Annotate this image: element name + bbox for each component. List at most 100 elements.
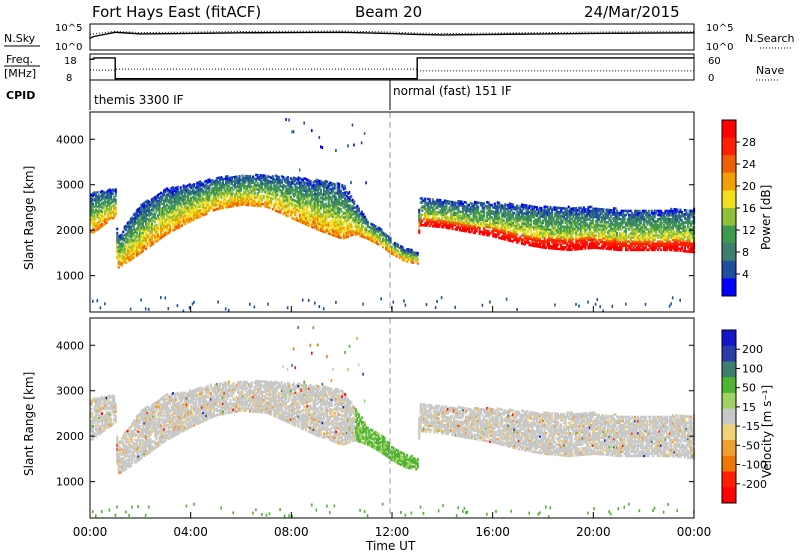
range-gate-cell <box>548 222 551 225</box>
range-gate-cell <box>534 220 537 223</box>
range-gate-cell <box>350 230 353 233</box>
range-gate-cell <box>471 222 474 226</box>
range-gate-cell <box>221 184 225 187</box>
range-gate-cell <box>212 194 215 198</box>
range-gate-cell <box>329 208 332 211</box>
range-gate-cell <box>369 236 373 240</box>
range-gate-cell <box>212 188 215 192</box>
range-gate-cell <box>303 210 306 213</box>
range-gate-cell <box>194 211 197 214</box>
range-gate-cell <box>552 245 555 248</box>
range-gate-cell <box>156 193 160 197</box>
range-gate-cell <box>534 212 537 215</box>
range-gate-cell <box>567 222 570 225</box>
range-gate-cell <box>366 237 369 240</box>
range-gate-cell <box>424 203 427 207</box>
range-gate-cell <box>320 227 323 230</box>
range-gate-cell <box>303 201 306 205</box>
range-gate-cell <box>554 222 557 226</box>
range-gate-cell <box>229 178 232 182</box>
range-gate-cell <box>511 232 514 235</box>
range-gate-cell <box>320 180 323 183</box>
range-gate-cell <box>469 218 472 222</box>
range-gate-cell <box>128 257 131 261</box>
near-range-echo <box>96 299 99 303</box>
range-gate-cell <box>546 224 549 227</box>
range-gate-cell <box>164 204 167 208</box>
range-gate-cell <box>516 212 519 216</box>
range-gate-cell <box>206 205 209 209</box>
range-gate-cell <box>323 216 326 219</box>
range-gate-cell <box>486 217 489 220</box>
range-gate-cell <box>206 193 209 196</box>
range-gate-cell <box>472 215 475 218</box>
range-gate-cell <box>229 176 232 180</box>
range-gate-cell <box>504 209 507 213</box>
range-gate-cell <box>160 199 163 203</box>
range-gate-cell <box>273 190 276 193</box>
range-gate-cell <box>289 189 292 193</box>
range-gate-cell <box>205 198 208 201</box>
range-gate-cell <box>516 218 519 222</box>
range-gate-cell <box>360 235 363 238</box>
range-gate-cell <box>265 187 268 190</box>
range-gate-cell <box>172 208 175 212</box>
range-gate-cell <box>256 196 259 199</box>
range-gate-cell <box>449 219 453 222</box>
range-gate-cell <box>430 206 433 209</box>
range-gate-cell <box>401 258 404 261</box>
range-gate-cell <box>152 199 155 202</box>
range-gate-cell <box>276 191 279 195</box>
range-gate-cell <box>344 207 347 211</box>
range-gate-cell <box>576 247 579 251</box>
range-gate-cell <box>514 238 517 242</box>
range-gate-cell <box>517 227 520 231</box>
range-gate-cell <box>599 238 602 242</box>
range-gate-cell <box>108 207 111 210</box>
range-gate-cell <box>199 198 202 202</box>
range-gate-cell <box>160 197 163 201</box>
range-gate-cell <box>169 206 172 209</box>
range-gate-cell <box>283 197 286 200</box>
range-gate-cell <box>424 211 427 215</box>
range-gate-cell <box>548 240 551 244</box>
range-gate-cell <box>496 203 499 206</box>
range-gate-cell <box>208 192 211 196</box>
range-gate-cell <box>158 211 161 214</box>
range-gate-cell <box>283 201 286 204</box>
range-gate-cell <box>548 207 551 211</box>
range-gate-cell <box>102 203 105 206</box>
range-gate-cell <box>193 215 196 219</box>
range-gate-cell <box>525 208 528 211</box>
range-gate-cell <box>336 186 339 189</box>
range-gate-cell <box>261 174 264 177</box>
range-gate-cell <box>588 218 591 221</box>
range-gate-cell <box>572 207 575 210</box>
range-gate-cell <box>276 210 279 213</box>
range-gate-cell <box>188 209 191 213</box>
range-gate-cell <box>197 215 200 219</box>
range-gate-cell <box>552 222 555 226</box>
range-gate-cell <box>140 218 143 221</box>
range-gate-cell <box>596 226 599 229</box>
range-gate-cell <box>96 191 99 194</box>
range-gate-cell <box>581 231 584 234</box>
range-gate-cell <box>478 214 481 217</box>
range-gate-cell <box>318 222 321 226</box>
range-gate-cell <box>333 183 336 186</box>
range-gate-cell <box>539 225 542 228</box>
range-gate-cell <box>197 197 200 201</box>
range-gate-cell <box>341 194 344 197</box>
range-gate-cell <box>362 213 365 216</box>
range-gate-cell <box>223 198 226 201</box>
range-gate-cell <box>167 217 170 220</box>
range-gate-cell <box>582 228 585 232</box>
range-gate-cell <box>529 233 533 237</box>
range-gate-cell <box>99 223 102 227</box>
range-gate-cell <box>321 213 324 217</box>
range-gate-cell <box>487 201 490 204</box>
range-gate-cell <box>209 194 212 197</box>
range-gate-cell <box>131 239 134 242</box>
range-gate-cell <box>381 245 385 249</box>
range-gate-cell <box>617 215 620 219</box>
